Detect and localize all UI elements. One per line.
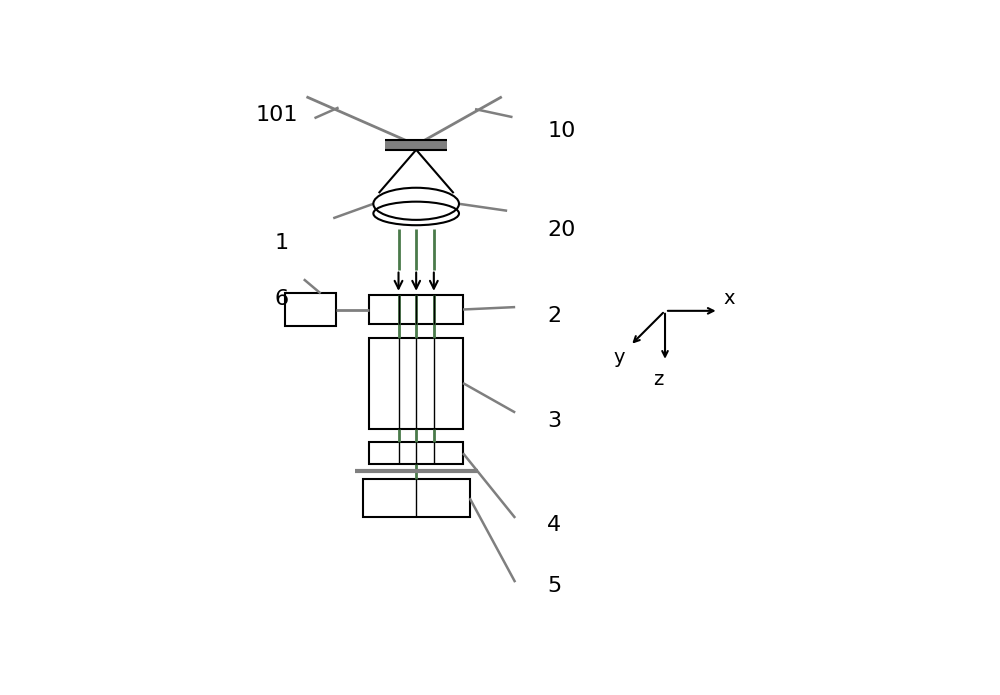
Text: 1: 1 xyxy=(274,234,288,253)
Bar xyxy=(369,442,463,464)
Text: 3: 3 xyxy=(547,411,561,430)
Text: x: x xyxy=(724,289,735,308)
Bar xyxy=(369,338,463,429)
Bar xyxy=(363,480,470,517)
Text: 6: 6 xyxy=(274,289,288,309)
Text: 4: 4 xyxy=(547,515,561,535)
Text: 10: 10 xyxy=(547,121,576,141)
Text: 20: 20 xyxy=(547,220,576,240)
Text: y: y xyxy=(613,348,625,367)
Bar xyxy=(385,140,447,149)
Text: z: z xyxy=(653,370,664,389)
Text: 101: 101 xyxy=(256,105,298,125)
Bar xyxy=(369,295,463,324)
Bar xyxy=(285,293,336,325)
Text: 5: 5 xyxy=(547,576,562,596)
Text: 2: 2 xyxy=(547,306,561,326)
